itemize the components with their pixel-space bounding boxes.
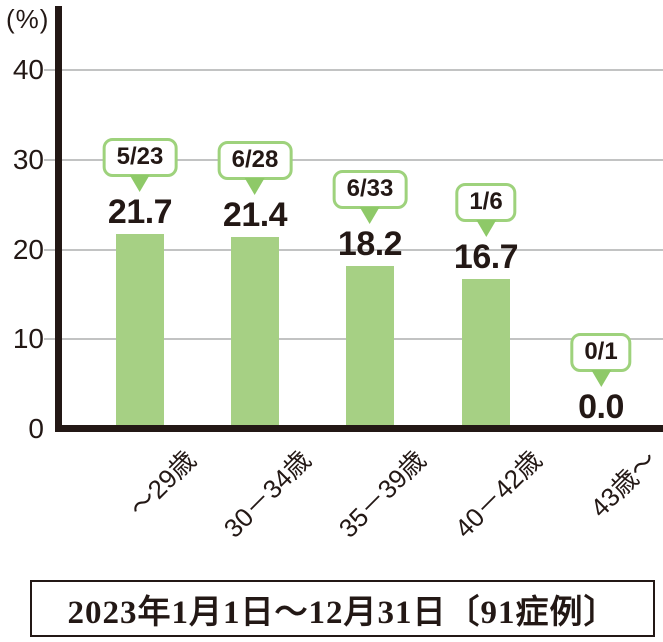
- bar-2: [231, 237, 279, 426]
- y-axis-unit-label: (%): [6, 4, 50, 34]
- bar-value-label: 21.7: [107, 193, 173, 232]
- bar-4: [462, 279, 510, 426]
- callout-pointer-icon: [591, 370, 611, 387]
- fraction-callout-box: 6/28: [217, 141, 293, 181]
- y-axis-line: [55, 6, 62, 432]
- bar-1: [116, 234, 164, 426]
- fraction-callout-box: 0/1: [570, 333, 632, 372]
- x-category-label: 30－34歳: [217, 444, 317, 544]
- fraction-callout: 1/6: [455, 183, 517, 238]
- x-category-label: 43歳～: [584, 444, 663, 524]
- callout-pointer-icon: [476, 220, 496, 238]
- bar-value-label: 0.0: [578, 388, 624, 426]
- y-tick-label-10: 10: [12, 323, 44, 355]
- fraction-callout-box: 5/23: [102, 138, 178, 178]
- fraction-callout: 6/28: [217, 141, 293, 196]
- y-tick-label-30: 30: [12, 143, 44, 175]
- caption-text: 2023年1月1日～12月31日〔91症例〕: [67, 594, 618, 631]
- gridline-30: [44, 158, 663, 161]
- bar-3: [346, 265, 394, 426]
- gridline-20: [44, 248, 663, 251]
- callout-pointer-icon: [245, 178, 265, 196]
- y-tick-label-40: 40: [12, 54, 44, 86]
- x-axis-line: [55, 425, 663, 432]
- bar-value-label: 16.7: [453, 238, 519, 277]
- fraction-callout: 0/1: [570, 333, 632, 387]
- x-category-label: ～29歳: [123, 444, 202, 524]
- bar-value-label: 18.2: [337, 224, 403, 263]
- y-tick-label-20: 20: [12, 233, 44, 265]
- x-category-label: 35－39歳: [332, 444, 432, 544]
- bar-value-label: 21.4: [222, 196, 288, 235]
- caption-box: 2023年1月1日～12月31日〔91症例〕: [30, 580, 655, 637]
- callout-pointer-icon: [360, 206, 380, 224]
- fraction-callout: 6/33: [332, 169, 408, 224]
- fraction-callout-box: 1/6: [455, 183, 517, 223]
- fraction-callout: 5/23: [102, 138, 178, 193]
- x-category-label: 40－42歳: [448, 444, 548, 544]
- fraction-callout-box: 6/33: [332, 169, 408, 209]
- gridline-40: [44, 69, 663, 72]
- callout-pointer-icon: [130, 175, 150, 193]
- y-tick-label-0: 0: [28, 413, 44, 444]
